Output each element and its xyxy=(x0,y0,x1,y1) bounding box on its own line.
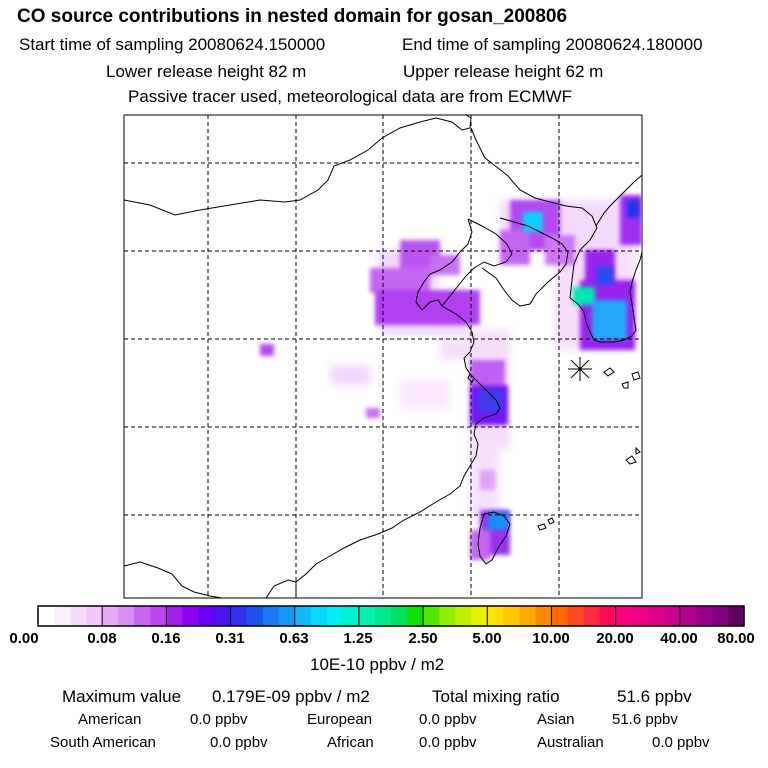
colorbar-tick-lines xyxy=(101,606,681,626)
colorbar-tick-label: 80.00 xyxy=(717,630,755,647)
colorbar-cell xyxy=(455,606,472,626)
plume-taiwan xyxy=(488,512,508,530)
plume-seoul-region xyxy=(592,300,627,340)
colorbar-cell xyxy=(182,606,200,626)
plume-hotspot-liaodong xyxy=(523,212,543,232)
colorbar-cell xyxy=(70,606,87,626)
colorbar-cell xyxy=(214,606,232,626)
colorbar-tick-label: 2.50 xyxy=(408,630,438,647)
tracer-note: Passive tracer used, meteorological data… xyxy=(128,87,573,106)
colorbar-cell xyxy=(631,606,649,626)
max-value-label: Maximum value xyxy=(62,687,182,706)
plume-north-china-plain xyxy=(375,290,480,325)
region-name-american: American xyxy=(78,711,142,728)
colorbar-cell xyxy=(583,606,601,626)
lat-lon-grid xyxy=(124,115,642,598)
colorbar-cell xyxy=(230,606,248,626)
colorbar-tick-label: 0.31 xyxy=(215,630,245,647)
colorbar-cell xyxy=(134,606,151,626)
total-mixing-ratio-label: Total mixing ratio xyxy=(432,687,560,706)
region-value-south-american: 0.0 ppbv xyxy=(210,734,268,751)
plot-title: CO source contributions in nested domain… xyxy=(17,6,568,27)
colorbar-cell xyxy=(374,606,392,626)
colorbar-cell xyxy=(342,606,360,626)
upper-release-height-label: Upper release height 62 m xyxy=(403,62,604,81)
colorbar-cell xyxy=(599,606,617,626)
region-name-african: African xyxy=(327,734,374,751)
colorbar-cell xyxy=(38,606,55,626)
colorbar-unit: 10E-10 ppbv / m2 xyxy=(310,655,445,674)
colorbar-tick-label: 1.25 xyxy=(343,630,373,647)
region-name-asian: Asian xyxy=(537,711,575,728)
colorbar-tick-label: 40.00 xyxy=(660,630,698,647)
region-value-european: 0.0 ppbv xyxy=(419,711,477,728)
colorbar-cell xyxy=(150,606,167,626)
colorbar-tick-label: 0.00 xyxy=(9,630,39,647)
region-value-asian: 51.6 ppbv xyxy=(612,711,678,728)
colorbar-cell xyxy=(198,606,216,626)
colorbar-cell xyxy=(166,606,184,626)
region-value-african: 0.0 ppbv xyxy=(419,734,477,751)
colorbar-cell xyxy=(391,606,408,626)
colorbar-cell xyxy=(326,606,344,626)
max-value: 0.179E-09 ppbv / m2 xyxy=(212,687,370,706)
colorbar-cell xyxy=(54,606,71,626)
end-time-label: End time of sampling 20080624.180000 xyxy=(402,35,703,54)
colorbar-frame xyxy=(37,605,745,627)
colorbar-cell xyxy=(695,606,713,626)
colorbar-cell xyxy=(551,606,569,626)
colorbar-cell xyxy=(358,606,376,626)
colorbar-cell xyxy=(535,606,553,626)
colorbar-tick-label: 0.16 xyxy=(151,630,181,647)
colorbar-tick-label: 0.08 xyxy=(87,630,117,647)
region-name-european: European xyxy=(307,711,373,728)
receptor-marker xyxy=(568,357,592,381)
total-mixing-ratio-value: 51.6 ppbv xyxy=(617,687,692,706)
region-name-australian: Australian xyxy=(537,734,604,751)
colorbar-cell xyxy=(471,606,488,626)
start-time-label: Start time of sampling 20080624.150000 xyxy=(19,35,326,54)
concentration-field xyxy=(260,195,642,560)
colorbar-cell xyxy=(102,606,119,626)
colorbar-cell xyxy=(118,606,135,626)
colorbar-cell xyxy=(615,606,633,626)
colorbar-cell xyxy=(679,606,697,626)
plume-yangtze-delta xyxy=(478,390,503,412)
colorbar-cell xyxy=(294,606,312,626)
colorbar-cell xyxy=(727,606,745,626)
colorbar-cell xyxy=(487,606,504,626)
colorbar-cell xyxy=(567,606,585,626)
colorbar xyxy=(38,606,745,626)
colorbar-cell xyxy=(262,606,280,626)
colorbar-cell xyxy=(423,606,440,626)
lower-release-height-label: Lower release height 82 m xyxy=(106,62,307,81)
colorbar-cell xyxy=(86,606,103,626)
colorbar-cell xyxy=(310,606,328,626)
colorbar-cell xyxy=(278,606,296,626)
colorbar-tick-label: 0.63 xyxy=(279,630,309,647)
region-value-australian: 0.0 ppbv xyxy=(652,734,710,751)
colorbar-cell xyxy=(439,606,456,626)
colorbar-cell xyxy=(663,606,681,626)
region-value-american: 0.0 ppbv xyxy=(190,711,248,728)
region-name-south-american: South American xyxy=(50,734,156,751)
colorbar-tick-label: 5.00 xyxy=(472,630,502,647)
colorbar-cell xyxy=(519,606,537,626)
coastlines xyxy=(124,115,642,598)
colorbar-cell xyxy=(407,606,424,626)
colorbar-cell xyxy=(647,606,665,626)
plume-korea-west-coast xyxy=(573,287,595,305)
colorbar-tick-label: 20.00 xyxy=(596,630,634,647)
colorbar-tick-label: 10.00 xyxy=(532,630,570,647)
colorbar-cell xyxy=(711,606,729,626)
colorbar-cell xyxy=(246,606,264,626)
colorbar-cell xyxy=(503,606,520,626)
